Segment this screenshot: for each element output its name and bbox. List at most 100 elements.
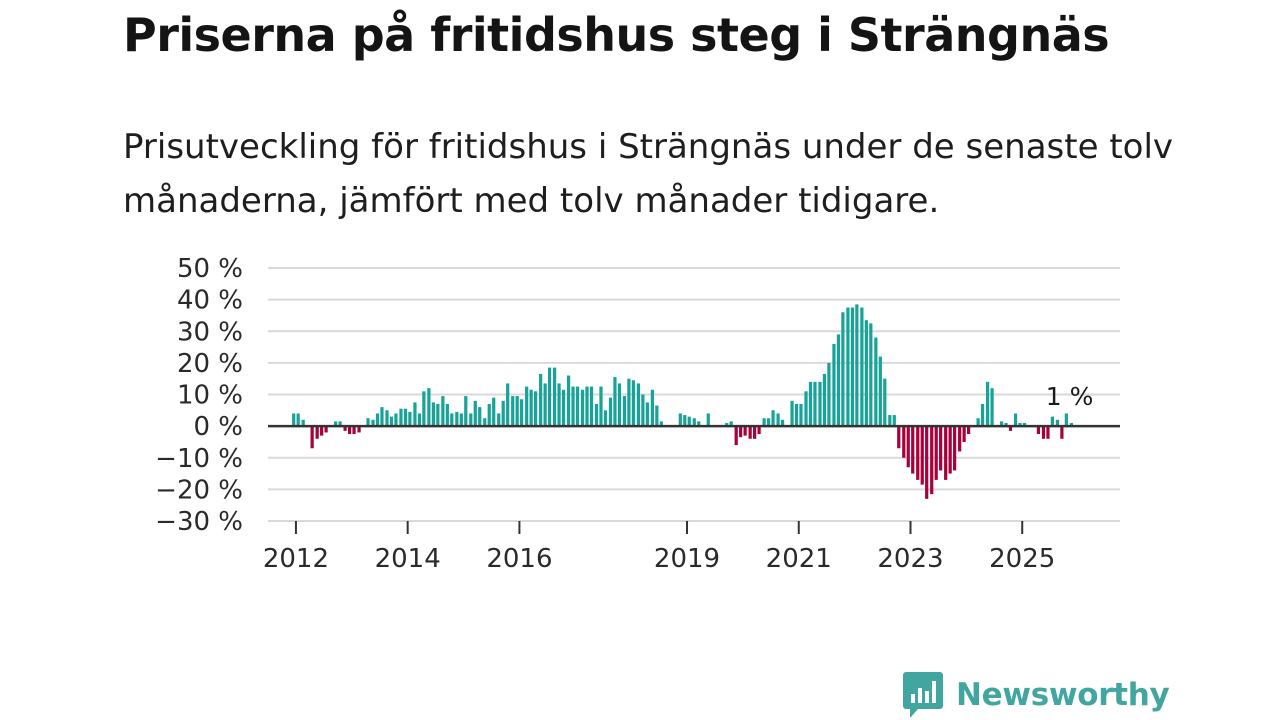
bar: [692, 418, 696, 427]
chart-subtitle: Prisutveckling för fritidshus i Strängnä…: [123, 127, 1174, 221]
bar: [846, 307, 850, 427]
bar: [930, 426, 934, 495]
bar: [813, 381, 817, 427]
bar: [529, 389, 533, 427]
y-tick-label: 0 %: [193, 412, 243, 442]
bar: [687, 416, 691, 427]
bar: [980, 403, 985, 427]
bar: [515, 396, 519, 427]
bar: [394, 413, 398, 427]
bar: [575, 386, 580, 427]
bar: [748, 426, 752, 439]
bar: [1055, 419, 1060, 427]
bar: [585, 386, 589, 427]
bar: [869, 323, 873, 427]
bar: [417, 413, 422, 427]
bar: [441, 396, 445, 427]
bar: [916, 426, 920, 480]
bar: [1041, 426, 1046, 439]
bar: [399, 408, 403, 427]
bar: [543, 383, 547, 427]
y-tick-label: 40 %: [177, 286, 243, 316]
bar: [385, 410, 389, 427]
y-tick-label: −30 %: [155, 507, 243, 537]
bar: [589, 386, 594, 427]
bar: [427, 388, 431, 427]
bar: [608, 397, 613, 427]
bar: [976, 418, 980, 427]
bar: [506, 383, 510, 427]
y-tick-label: 50 %: [177, 254, 243, 284]
bar: [631, 380, 635, 427]
bar: [739, 426, 743, 438]
bar: [534, 391, 538, 427]
bar: [403, 408, 408, 427]
bar: [1064, 413, 1068, 427]
last-value-label: 1 %: [1046, 382, 1094, 411]
bar: [310, 426, 314, 449]
bar: [804, 391, 808, 427]
bar: [683, 415, 687, 427]
bar: [780, 419, 785, 427]
bar: [729, 421, 733, 427]
x-tick-label: 2016: [486, 544, 552, 574]
bar: [860, 307, 864, 427]
bar: [347, 426, 352, 435]
bar: [603, 410, 608, 427]
bar: [827, 362, 831, 427]
bar: [874, 337, 878, 427]
bar: [808, 381, 813, 427]
brand-name: Newsworthy: [956, 677, 1170, 713]
bar: [566, 375, 571, 427]
bar: [776, 413, 780, 427]
bar: [641, 394, 645, 427]
bar: [343, 426, 347, 431]
bar: [389, 416, 394, 427]
bar: [925, 426, 929, 499]
bar: [594, 403, 599, 427]
bar: [1013, 413, 1018, 427]
bar: [455, 411, 459, 427]
bar: [753, 426, 757, 439]
bar: [571, 386, 575, 427]
bar: [883, 378, 887, 427]
bar: [580, 389, 585, 427]
bar: [878, 356, 882, 427]
bar: [944, 426, 948, 480]
y-tick-label: −20 %: [155, 475, 243, 505]
bar: [552, 367, 557, 427]
bar: [1036, 426, 1041, 435]
x-tick-label: 2019: [654, 544, 720, 574]
bar: [920, 426, 924, 485]
newsworthy-logo-icon: [903, 672, 943, 718]
bar: [1050, 416, 1055, 427]
bar: [757, 426, 761, 435]
bar: [818, 381, 822, 427]
bar: [888, 415, 892, 427]
bar: [617, 383, 622, 427]
bar: [459, 413, 463, 427]
bar: [934, 426, 938, 480]
bar: [375, 413, 380, 427]
bar: [958, 426, 962, 452]
bar: [706, 413, 710, 427]
bar: [953, 426, 957, 471]
bar: [762, 418, 766, 427]
bar: [822, 373, 827, 427]
bar: [771, 410, 775, 427]
bar: [832, 343, 836, 427]
bar: [892, 415, 896, 427]
x-tick-label: 2014: [375, 544, 441, 574]
bar: [734, 426, 738, 446]
bar: [1060, 426, 1064, 439]
bar: [836, 334, 841, 427]
bar: [413, 402, 417, 427]
bar: [338, 421, 342, 427]
bar: [357, 426, 361, 433]
bar: [902, 426, 906, 458]
bar: [645, 402, 649, 427]
bar: [520, 399, 524, 427]
bar: [650, 389, 654, 427]
brand-logo: Newsworthy: [902, 670, 1170, 720]
